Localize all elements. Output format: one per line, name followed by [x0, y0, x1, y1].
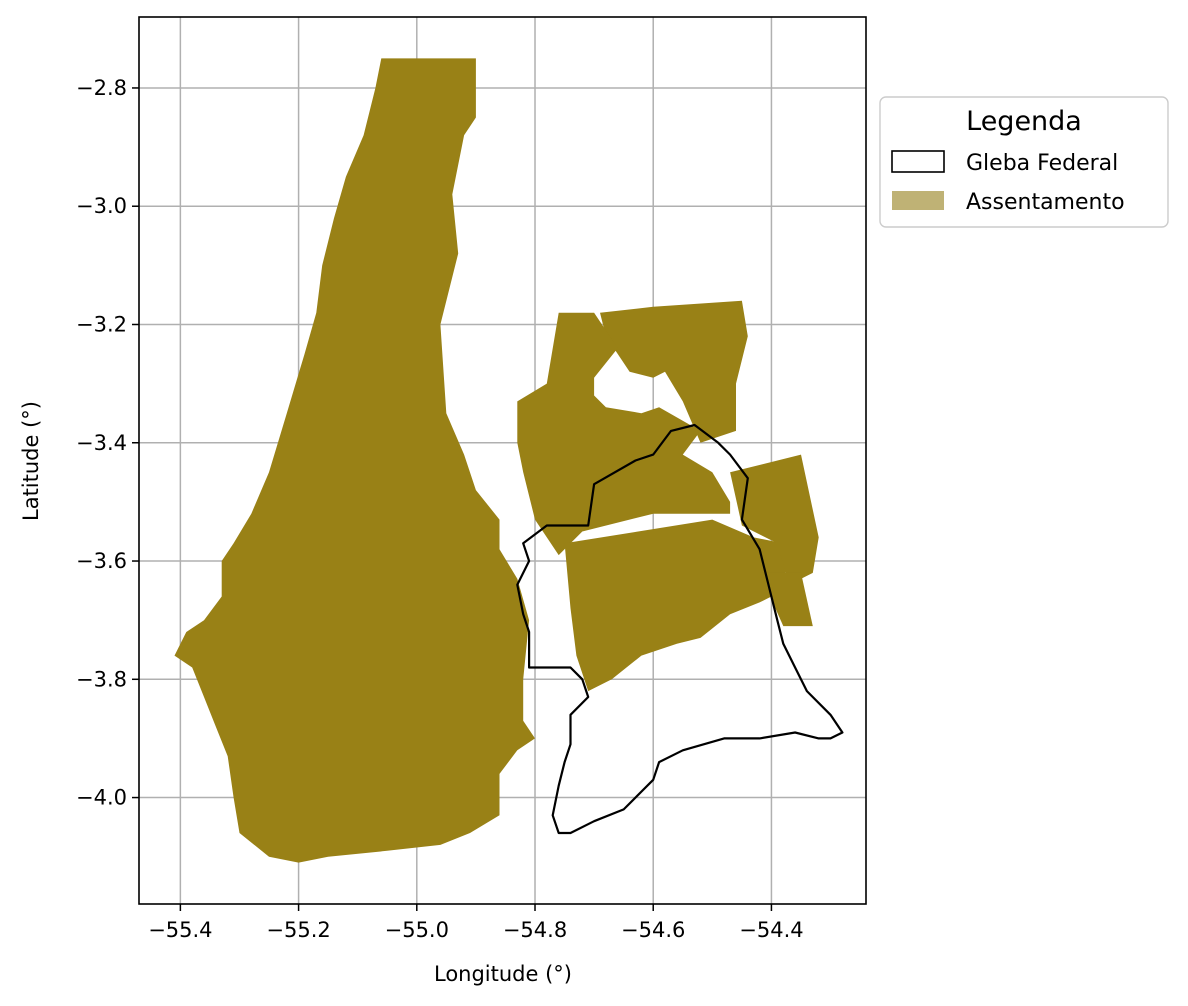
legend-swatch-assentamento [892, 191, 944, 210]
x-tick-label: −54.8 [503, 918, 567, 942]
x-tick-label: −55.0 [385, 918, 449, 942]
x-tick-label: −55.2 [266, 918, 330, 942]
gleba-federal-layer [516, 423, 844, 835]
assentamento-polygon-2 [600, 300, 748, 443]
y-tick-label: −3.0 [76, 194, 127, 218]
legend-swatch-gleba-federal [891, 150, 945, 173]
plot-frame [138, 16, 867, 905]
legend-title: Legenda [966, 106, 1082, 137]
legend: Legenda Gleba Federal Assentamento [879, 96, 1169, 228]
assentamento-layer [174, 58, 819, 863]
y-tick-label: −3.2 [76, 312, 127, 336]
legend-label-gleba-federal: Gleba Federal [966, 151, 1118, 176]
y-axis-label: Latitude (°) [19, 401, 43, 521]
x-tick-label: −54.6 [621, 918, 685, 942]
x-tick-label: −55.4 [148, 918, 212, 942]
legend-frame [879, 96, 1169, 228]
y-ticks: −2.8 −3.0 −3.2 −3.4 −3.6 −3.8 −4.0 [76, 76, 139, 810]
y-tick-label: −4.0 [76, 786, 127, 810]
assentamento-polygon-3 [517, 312, 731, 556]
y-tick-label: −3.4 [76, 431, 127, 455]
gleba-federal-polygon-1 [516, 423, 844, 835]
y-tick-label: −3.6 [76, 549, 127, 573]
assentamento-polygon-4 [564, 519, 790, 692]
assentamento-polygon-1 [174, 58, 535, 863]
y-tick-label: −2.8 [76, 76, 127, 100]
assentamento-polygon-6 [759, 572, 813, 627]
x-tick-label: −54.4 [739, 918, 803, 942]
y-tick-label: −3.8 [76, 667, 127, 691]
x-ticks: −55.4 −55.2 −55.0 −54.8 −54.6 −54.4 [148, 904, 804, 942]
legend-label-assentamento: Assentamento [966, 190, 1125, 215]
x-axis-label: Longitude (°) [434, 962, 572, 986]
assentamento-polygon-5 [730, 454, 819, 585]
